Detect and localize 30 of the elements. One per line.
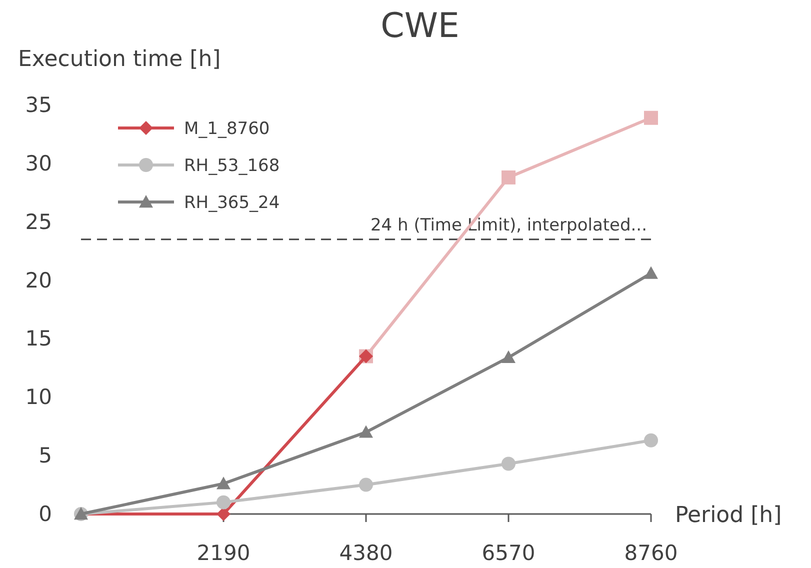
point xyxy=(644,110,658,125)
x-tick-label: 4380 xyxy=(339,541,393,565)
legend-label: RH_53_168 xyxy=(184,156,280,176)
chart-title: CWE xyxy=(380,6,460,46)
point xyxy=(216,476,230,490)
x-tick-label: 8760 xyxy=(624,541,678,565)
y-tick-label: 10 xyxy=(25,385,52,410)
y-tick-label: 0 xyxy=(38,502,52,526)
point xyxy=(359,478,373,492)
legend-label: RH_365_24 xyxy=(184,193,280,213)
point xyxy=(502,170,516,184)
y-tick-label: 15 xyxy=(25,326,52,351)
point xyxy=(644,266,658,279)
y-tick-label: 5 xyxy=(38,444,52,468)
y-tick-label: 30 xyxy=(25,151,52,176)
point xyxy=(216,495,230,510)
y-tick-label: 35 xyxy=(25,93,52,117)
point xyxy=(644,433,658,448)
point xyxy=(216,507,230,521)
y-tick-label: 20 xyxy=(25,268,52,292)
y-axis-title: Execution time [h] xyxy=(18,47,221,72)
point xyxy=(502,456,516,471)
point xyxy=(359,425,373,438)
x-axis-title: Period [h] xyxy=(675,503,782,528)
x-tick-label: 2190 xyxy=(196,541,250,565)
x-tick-label: 6570 xyxy=(482,541,536,565)
ref-line-label: 24 h (Time Limit), interpolated... xyxy=(370,215,647,236)
legend-label: M_1_8760 xyxy=(184,119,270,139)
point xyxy=(502,350,516,364)
y-tick-label: 25 xyxy=(25,210,52,234)
